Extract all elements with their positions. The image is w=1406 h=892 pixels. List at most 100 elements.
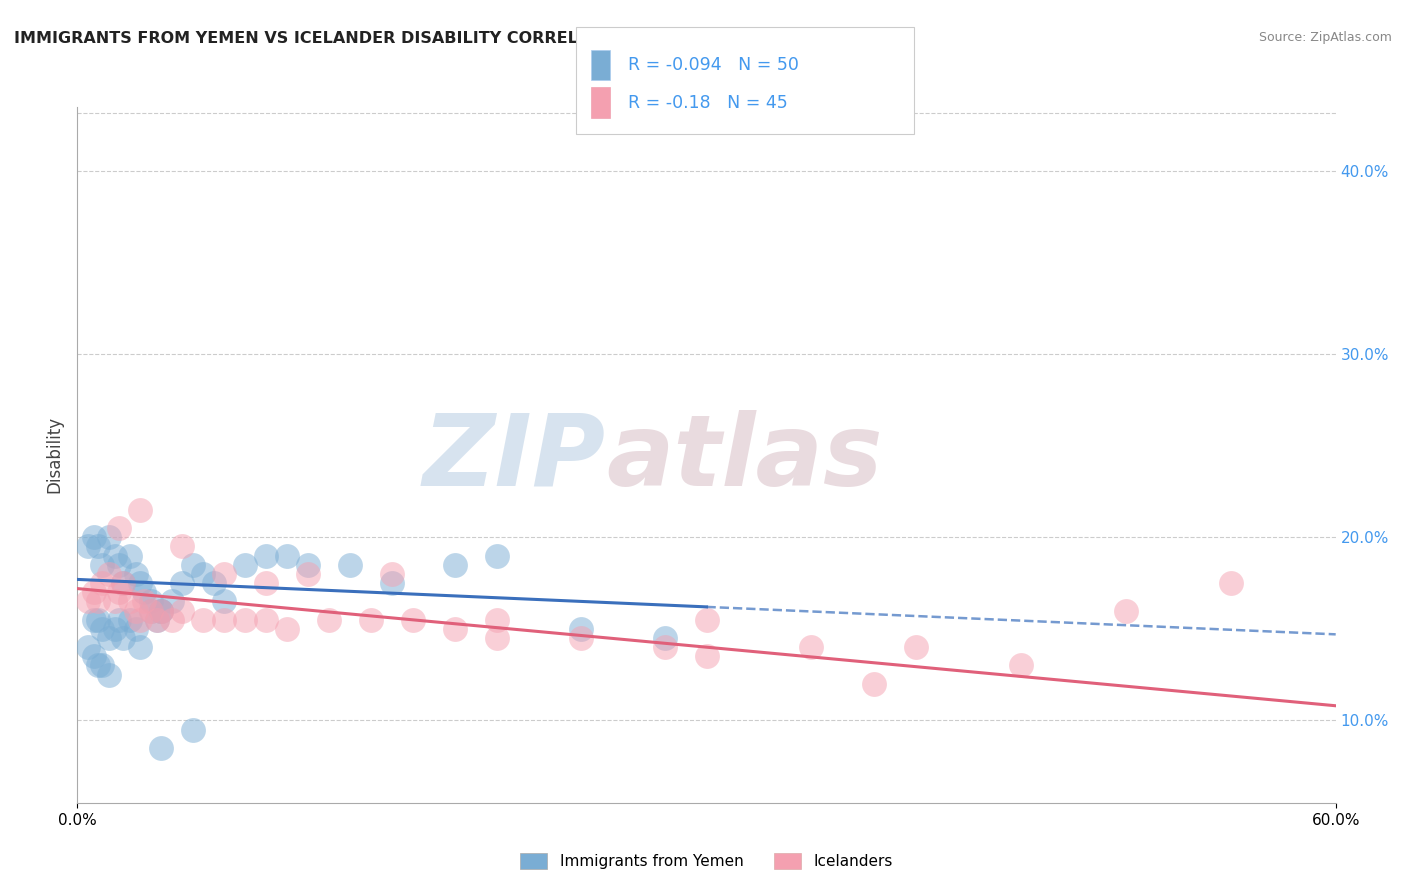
Point <box>181 723 204 737</box>
Y-axis label: Disability: Disability <box>45 417 63 493</box>
Point <box>150 603 173 617</box>
Point <box>276 549 298 563</box>
Point <box>212 566 235 581</box>
Point <box>97 566 120 581</box>
Point <box>160 594 183 608</box>
Point <box>485 549 508 563</box>
Point <box>108 613 131 627</box>
Point <box>181 558 204 572</box>
Text: R = -0.094   N = 50: R = -0.094 N = 50 <box>628 56 800 74</box>
Point <box>139 594 162 608</box>
Point <box>381 576 404 591</box>
Point <box>696 649 718 664</box>
Point <box>402 613 425 627</box>
Point <box>1219 576 1241 591</box>
Point <box>905 640 928 655</box>
Point <box>83 649 105 664</box>
Point <box>91 576 114 591</box>
Point <box>139 603 162 617</box>
Point <box>381 566 404 581</box>
Point <box>129 576 152 591</box>
Point <box>91 558 114 572</box>
Text: IMMIGRANTS FROM YEMEN VS ICELANDER DISABILITY CORRELATION CHART: IMMIGRANTS FROM YEMEN VS ICELANDER DISAB… <box>14 31 699 46</box>
Point <box>254 613 277 627</box>
Point <box>150 740 173 755</box>
Point <box>191 613 215 627</box>
Point <box>150 603 173 617</box>
Text: Source: ZipAtlas.com: Source: ZipAtlas.com <box>1258 31 1392 45</box>
Point <box>104 594 127 608</box>
Point <box>87 594 110 608</box>
Point <box>97 530 120 544</box>
Point <box>129 503 152 517</box>
Point <box>160 613 183 627</box>
Point <box>1010 658 1032 673</box>
Point <box>76 540 98 554</box>
Point <box>104 622 127 636</box>
Point <box>108 558 131 572</box>
Point <box>87 658 110 673</box>
Point <box>276 622 298 636</box>
Point <box>172 576 194 591</box>
Point <box>444 622 467 636</box>
Point <box>485 613 508 627</box>
Point <box>108 521 131 535</box>
Point <box>696 613 718 627</box>
Point <box>146 613 169 627</box>
Point <box>118 594 141 608</box>
Point <box>233 613 256 627</box>
Point <box>800 640 823 655</box>
Point <box>76 640 98 655</box>
Point <box>125 566 148 581</box>
Point <box>318 613 340 627</box>
Point <box>297 558 319 572</box>
Point <box>569 631 592 645</box>
Point <box>150 603 173 617</box>
Point <box>654 631 676 645</box>
Point <box>91 658 114 673</box>
Point <box>83 530 105 544</box>
Point <box>339 558 361 572</box>
Point <box>172 603 194 617</box>
Point <box>112 576 135 591</box>
Legend: Immigrants from Yemen, Icelanders: Immigrants from Yemen, Icelanders <box>513 847 900 875</box>
Point <box>254 576 277 591</box>
Point <box>863 677 886 691</box>
Point <box>212 594 235 608</box>
Point <box>134 594 156 608</box>
Point <box>129 640 152 655</box>
Point <box>87 613 110 627</box>
Point <box>108 585 131 599</box>
Point <box>104 549 127 563</box>
Point <box>134 585 156 599</box>
Point <box>254 549 277 563</box>
Point <box>118 613 141 627</box>
Point <box>444 558 467 572</box>
Text: ZIP: ZIP <box>423 410 606 507</box>
Point <box>97 667 120 681</box>
Point <box>129 613 152 627</box>
Point <box>112 576 135 591</box>
Point <box>112 631 135 645</box>
Point <box>202 576 225 591</box>
Point <box>191 566 215 581</box>
Point <box>1115 603 1137 617</box>
Point <box>83 585 105 599</box>
Text: atlas: atlas <box>606 410 883 507</box>
Point <box>83 613 105 627</box>
Point <box>212 613 235 627</box>
Point <box>485 631 508 645</box>
Point <box>125 603 148 617</box>
Point <box>139 603 162 617</box>
Point <box>233 558 256 572</box>
Point <box>76 594 98 608</box>
Point <box>87 540 110 554</box>
Point <box>97 631 120 645</box>
Point <box>172 540 194 554</box>
Point <box>146 613 169 627</box>
Point <box>297 566 319 581</box>
Text: R = -0.18   N = 45: R = -0.18 N = 45 <box>628 94 789 112</box>
Point <box>118 549 141 563</box>
Point <box>125 622 148 636</box>
Point <box>569 622 592 636</box>
